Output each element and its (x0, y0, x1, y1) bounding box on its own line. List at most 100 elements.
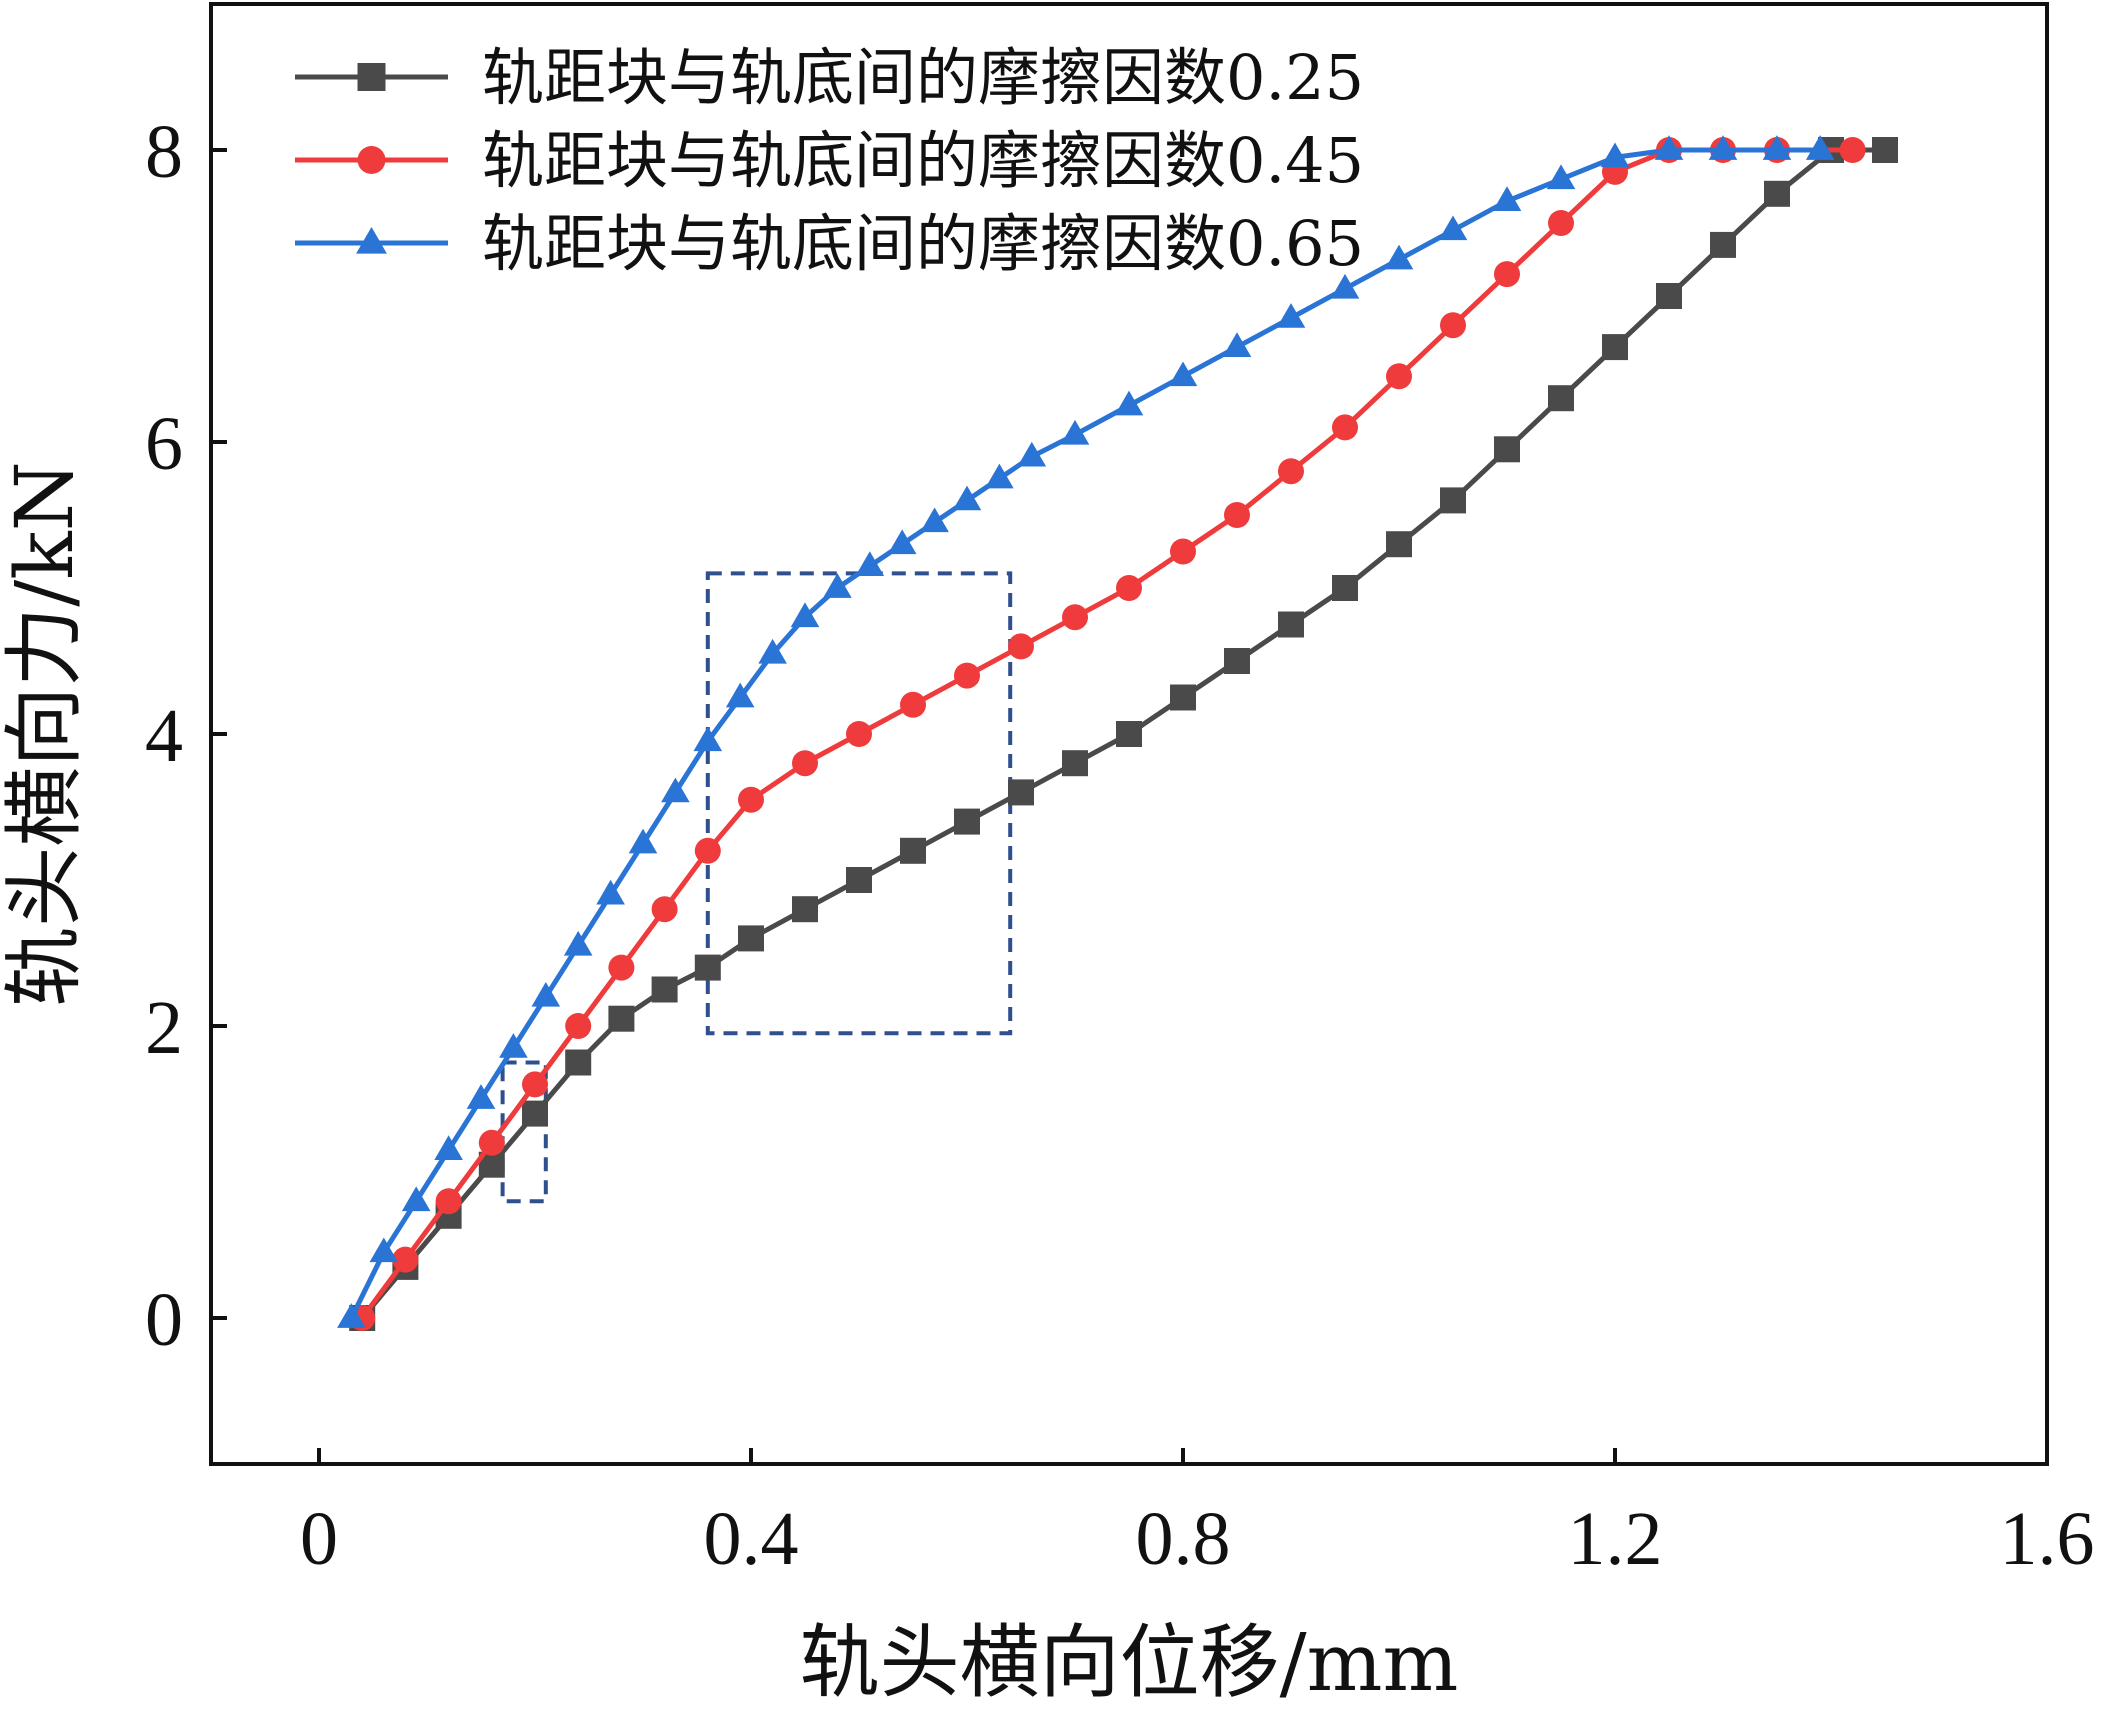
data-point-1-29 (1839, 137, 1866, 163)
data-point-2-27 (1330, 273, 1360, 299)
data-point-2-4 (466, 1084, 496, 1109)
data-point-2-8 (596, 879, 625, 905)
x-tick-label-3: 1.2 (1568, 1497, 1663, 1581)
data-point-0-6 (608, 1005, 635, 1032)
axes-layer: 0 0.4 0.8 1.2 1.6 0 2 4 6 8 (145, 110, 2095, 1581)
data-point-0-27 (1710, 231, 1736, 258)
series-2 (337, 135, 1835, 1328)
data-point-2-11 (693, 726, 723, 752)
legend-marker-2 (356, 227, 387, 254)
data-point-0-9 (738, 925, 764, 952)
data-point-0-20 (1332, 575, 1358, 601)
data-point-2-36 (1805, 135, 1835, 160)
data-point-2-26 (1276, 303, 1306, 328)
data-point-2-1 (369, 1237, 399, 1263)
data-point-2-19 (952, 485, 982, 511)
data-point-2-15 (823, 573, 852, 598)
data-point-2-21 (1017, 441, 1047, 467)
x-tick-label-4: 1.6 (2000, 1497, 2095, 1581)
series-0 (349, 137, 1898, 1331)
data-point-2-2 (401, 1186, 431, 1212)
data-point-2-29 (1438, 215, 1468, 241)
data-point-1-18 (1224, 502, 1250, 528)
data-point-2-17 (887, 529, 917, 555)
data-point-2-6 (531, 981, 561, 1007)
legend-item-2: 轨距块与轨底间的摩擦因数0.65 (295, 207, 1364, 280)
y-tick-label-4: 8 (145, 110, 183, 194)
data-point-2-34 (1708, 135, 1738, 160)
data-point-1-5 (565, 1013, 592, 1039)
data-point-2-28 (1384, 244, 1414, 270)
data-point-0-23 (1494, 436, 1520, 463)
x-tick-label-1: 0.4 (704, 1497, 799, 1581)
data-point-2-24 (1168, 361, 1198, 387)
data-point-1-8 (694, 837, 721, 864)
x-tick-label-2: 0.8 (1136, 1497, 1231, 1581)
data-point-1-14 (1008, 633, 1034, 660)
data-point-0-15 (1062, 750, 1088, 777)
data-point-1-16 (1116, 575, 1142, 601)
data-point-2-20 (985, 463, 1014, 489)
legend-marker-1 (357, 146, 386, 174)
y-tick-label-2: 4 (145, 694, 183, 778)
data-point-2-16 (855, 551, 885, 576)
data-point-2-33 (1654, 135, 1684, 160)
data-point-2-30 (1492, 186, 1522, 211)
data-point-0-10 (792, 896, 818, 923)
data-point-0-14 (1008, 779, 1034, 806)
data-point-2-31 (1546, 164, 1576, 190)
data-point-2-7 (563, 930, 593, 956)
legend: 轨距块与轨底间的摩擦因数0.25 轨距块与轨底间的摩擦因数0.45 轨距块与轨底间的… (295, 41, 1364, 280)
series-1 (349, 137, 1866, 1331)
data-point-2-12 (725, 682, 755, 708)
legend-label-1: 轨距块与轨底间的摩擦因数0.45 (482, 124, 1364, 197)
data-point-2-22 (1060, 419, 1090, 445)
data-point-2-0 (337, 1303, 366, 1328)
data-point-0-25 (1602, 334, 1628, 361)
data-point-1-4 (522, 1071, 548, 1098)
data-point-1-15 (1062, 604, 1088, 631)
data-point-1-20 (1332, 414, 1358, 441)
data-point-0-4 (522, 1100, 548, 1127)
data-point-1-23 (1494, 261, 1520, 288)
data-point-0-19 (1278, 611, 1304, 638)
data-point-2-10 (661, 777, 690, 803)
data-point-2-18 (920, 507, 949, 533)
data-point-1-7 (651, 896, 678, 923)
y-tick-label-0: 0 (145, 1278, 183, 1362)
data-point-2-14 (790, 602, 820, 628)
data-point-0-30 (1872, 137, 1898, 163)
data-point-1-17 (1170, 538, 1196, 565)
y-axis-label: 轨头横向力/kN (0, 461, 91, 1006)
data-point-2-13 (758, 638, 787, 664)
data-point-0-5 (565, 1049, 592, 1076)
data-point-1-1 (392, 1246, 419, 1273)
data-point-1-24 (1548, 210, 1574, 236)
legend-label-2: 轨距块与轨底间的摩擦因数0.65 (482, 207, 1364, 280)
data-point-1-13 (954, 662, 980, 689)
series-layer (337, 135, 1898, 1331)
data-point-1-12 (900, 691, 926, 718)
data-point-2-3 (434, 1135, 463, 1160)
x-axis-label: 轨头横向位移/mm (800, 1616, 1459, 1709)
data-point-0-7 (651, 976, 678, 1003)
data-point-1-19 (1278, 458, 1304, 485)
legend-item-0: 轨距块与轨底间的摩擦因数0.25 (295, 41, 1364, 114)
data-point-1-22 (1440, 312, 1466, 339)
data-point-0-24 (1548, 385, 1574, 412)
data-point-0-28 (1764, 180, 1790, 207)
series-line-2 (349, 147, 1821, 1320)
data-point-1-6 (608, 954, 635, 981)
data-point-2-35 (1762, 135, 1792, 160)
x-tick-label-0: 0 (300, 1497, 338, 1581)
data-point-1-2 (435, 1188, 462, 1215)
data-point-2-25 (1222, 332, 1252, 357)
data-point-0-21 (1386, 531, 1412, 558)
data-point-2-9 (628, 828, 658, 854)
data-point-0-11 (846, 867, 872, 893)
data-point-0-8 (694, 954, 721, 981)
data-point-0-26 (1656, 283, 1682, 309)
y-tick-label-1: 2 (145, 986, 183, 1070)
legend-label-0: 轨距块与轨底间的摩擦因数0.25 (482, 41, 1364, 114)
